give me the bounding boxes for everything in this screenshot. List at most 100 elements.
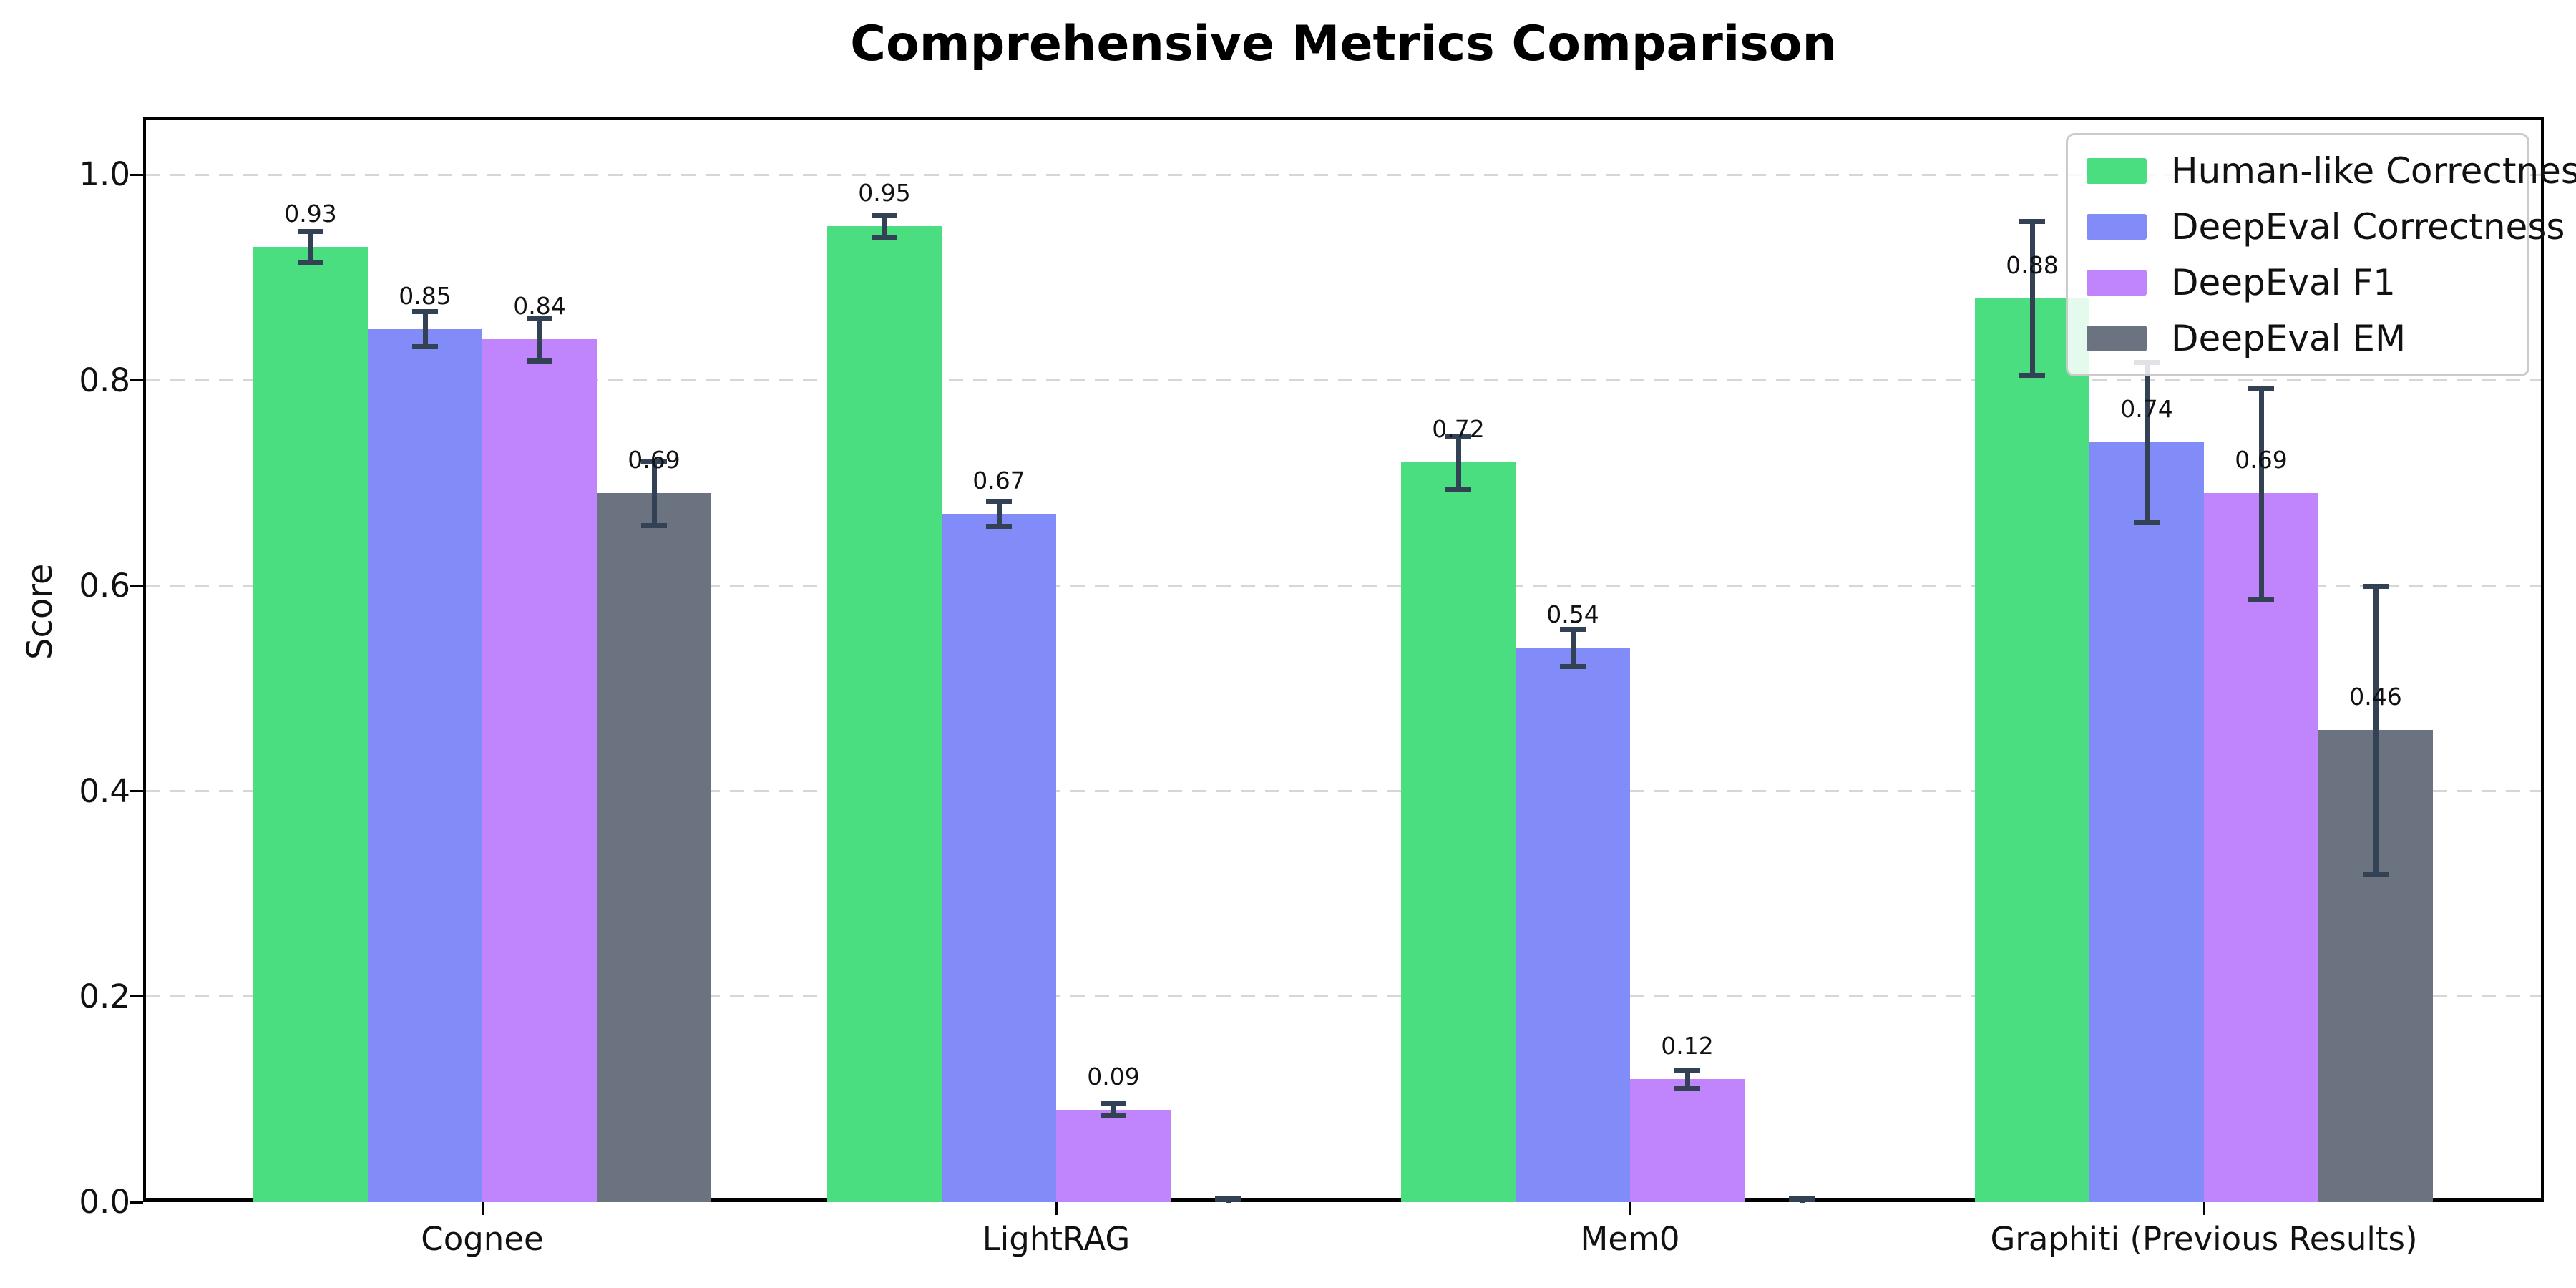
error-bar bbox=[882, 215, 887, 238]
bar bbox=[368, 328, 482, 1202]
error-bar bbox=[2144, 361, 2150, 522]
y-tick-mark bbox=[130, 790, 143, 793]
bar bbox=[1975, 298, 2089, 1202]
bar-value-label: 0.54 bbox=[1546, 600, 1599, 628]
error-bar-cap-top bbox=[1445, 434, 1471, 439]
gridline bbox=[146, 995, 2541, 998]
error-bar-cap-bottom bbox=[298, 260, 323, 265]
error-bar bbox=[537, 317, 542, 361]
y-tick-label: 0.8 bbox=[79, 361, 130, 399]
gridline bbox=[146, 379, 2541, 381]
error-bar bbox=[2029, 220, 2035, 376]
x-tick-mark bbox=[1629, 1202, 1631, 1215]
bar-value-label: 0.09 bbox=[1087, 1062, 1140, 1091]
error-bar-cap-bottom bbox=[1445, 487, 1471, 492]
left-spine bbox=[143, 117, 146, 1202]
error-bar-cap-top bbox=[1101, 1101, 1126, 1107]
error-bar bbox=[1111, 1103, 1116, 1116]
legend-item: DeepEval EM bbox=[2087, 318, 2509, 358]
y-tick-label: 0.4 bbox=[79, 771, 130, 810]
error-bar-cap-top bbox=[641, 459, 667, 464]
gridline bbox=[146, 173, 2541, 176]
legend-swatch bbox=[2087, 326, 2147, 351]
legend-item: DeepEval F1 bbox=[2087, 263, 2509, 303]
bar bbox=[827, 226, 942, 1202]
bar-value-label: 0.72 bbox=[1432, 415, 1485, 444]
error-bar-cap-top bbox=[2248, 385, 2274, 391]
x-tick-label: LightRAG bbox=[982, 1220, 1131, 1258]
bar bbox=[2089, 441, 2204, 1202]
gridline bbox=[146, 790, 2541, 793]
y-tick-mark bbox=[130, 173, 143, 176]
bar bbox=[1630, 1078, 1745, 1202]
legend: Human-like Correctness DeepEval Correctne… bbox=[2066, 133, 2576, 376]
bar-value-label: 0.85 bbox=[399, 281, 452, 310]
error-bar-cap-bottom bbox=[1215, 1197, 1241, 1202]
y-tick-mark bbox=[130, 995, 143, 998]
bar-value-label: 0.95 bbox=[858, 179, 911, 208]
bar-value-label: 0.88 bbox=[2006, 250, 2059, 279]
error-bar-cap-top bbox=[2363, 583, 2389, 589]
right-spine bbox=[2541, 117, 2544, 1202]
error-bar bbox=[2258, 387, 2264, 600]
error-bar-cap-bottom bbox=[1674, 1085, 1700, 1091]
error-bar-cap-bottom bbox=[1101, 1113, 1126, 1119]
legend-swatch bbox=[2087, 270, 2147, 296]
bottom-spine bbox=[143, 1198, 2544, 1202]
error-bar-cap-bottom bbox=[872, 235, 897, 240]
error-bar-cap-top bbox=[872, 213, 897, 218]
error-bar-cap-bottom bbox=[986, 524, 1012, 530]
bar bbox=[1401, 462, 1516, 1202]
error-bar-cap-top bbox=[298, 229, 323, 235]
error-bar-cap-bottom bbox=[527, 358, 552, 364]
error-bar-cap-bottom bbox=[2248, 597, 2274, 602]
bar bbox=[2204, 493, 2318, 1202]
error-bar-cap-top bbox=[2019, 218, 2045, 224]
x-tick-mark bbox=[2202, 1202, 2205, 1215]
bar bbox=[253, 246, 368, 1202]
error-bar-cap-bottom bbox=[641, 522, 667, 528]
bar bbox=[482, 339, 597, 1202]
bar bbox=[942, 514, 1056, 1202]
y-tick-mark bbox=[130, 1201, 143, 1204]
gridline bbox=[146, 585, 2541, 587]
bar-value-label: 0.74 bbox=[2120, 394, 2173, 423]
error-bar bbox=[651, 461, 657, 525]
bar-value-label: 0.67 bbox=[972, 467, 1025, 495]
bar bbox=[1516, 647, 1630, 1202]
y-tick-label: 0.6 bbox=[79, 566, 130, 605]
legend-label: DeepEval EM bbox=[2171, 318, 2406, 359]
bar-value-label: 0.69 bbox=[2235, 446, 2288, 474]
bar-value-label: 0.46 bbox=[2349, 682, 2402, 711]
y-tick-mark bbox=[130, 379, 143, 381]
x-tick-label: Graphiti (Previous Results) bbox=[1990, 1220, 2418, 1258]
error-bar-cap-bottom bbox=[2134, 519, 2160, 525]
y-tick-mark bbox=[130, 585, 143, 587]
legend-label: Human-like Correctness bbox=[2171, 150, 2576, 192]
error-bar bbox=[1455, 436, 1461, 489]
bar-value-label: 0.93 bbox=[284, 199, 337, 228]
error-bar-cap-top bbox=[986, 499, 1012, 504]
legend-label: DeepEval F1 bbox=[2171, 262, 2396, 303]
legend-item: DeepEval Correctness bbox=[2087, 207, 2565, 247]
x-tick-label: Mem0 bbox=[1580, 1220, 1680, 1258]
bar bbox=[597, 493, 711, 1202]
error-bar-cap-top bbox=[527, 315, 552, 321]
error-bar bbox=[422, 311, 428, 347]
bar-value-label: 0.12 bbox=[1661, 1031, 1714, 1060]
error-bar-cap-bottom bbox=[1789, 1197, 1815, 1202]
y-tick-label: 0.0 bbox=[79, 1183, 130, 1221]
chart-title: Comprehensive Metrics Comparison bbox=[850, 16, 1837, 72]
legend-item: Human-like Correctness bbox=[2087, 151, 2576, 191]
error-bar-cap-bottom bbox=[412, 344, 438, 350]
x-tick-label: Cognee bbox=[421, 1220, 544, 1258]
error-bar-cap-top bbox=[1674, 1067, 1700, 1073]
bar bbox=[1056, 1109, 1171, 1202]
error-bar-cap-bottom bbox=[1560, 663, 1586, 669]
error-bar-cap-bottom bbox=[2363, 871, 2389, 877]
y-tick-label: 1.0 bbox=[79, 155, 130, 194]
error-bar-cap-top bbox=[412, 309, 438, 315]
bar-value-label: 0.84 bbox=[513, 292, 566, 321]
legend-swatch bbox=[2087, 158, 2147, 184]
